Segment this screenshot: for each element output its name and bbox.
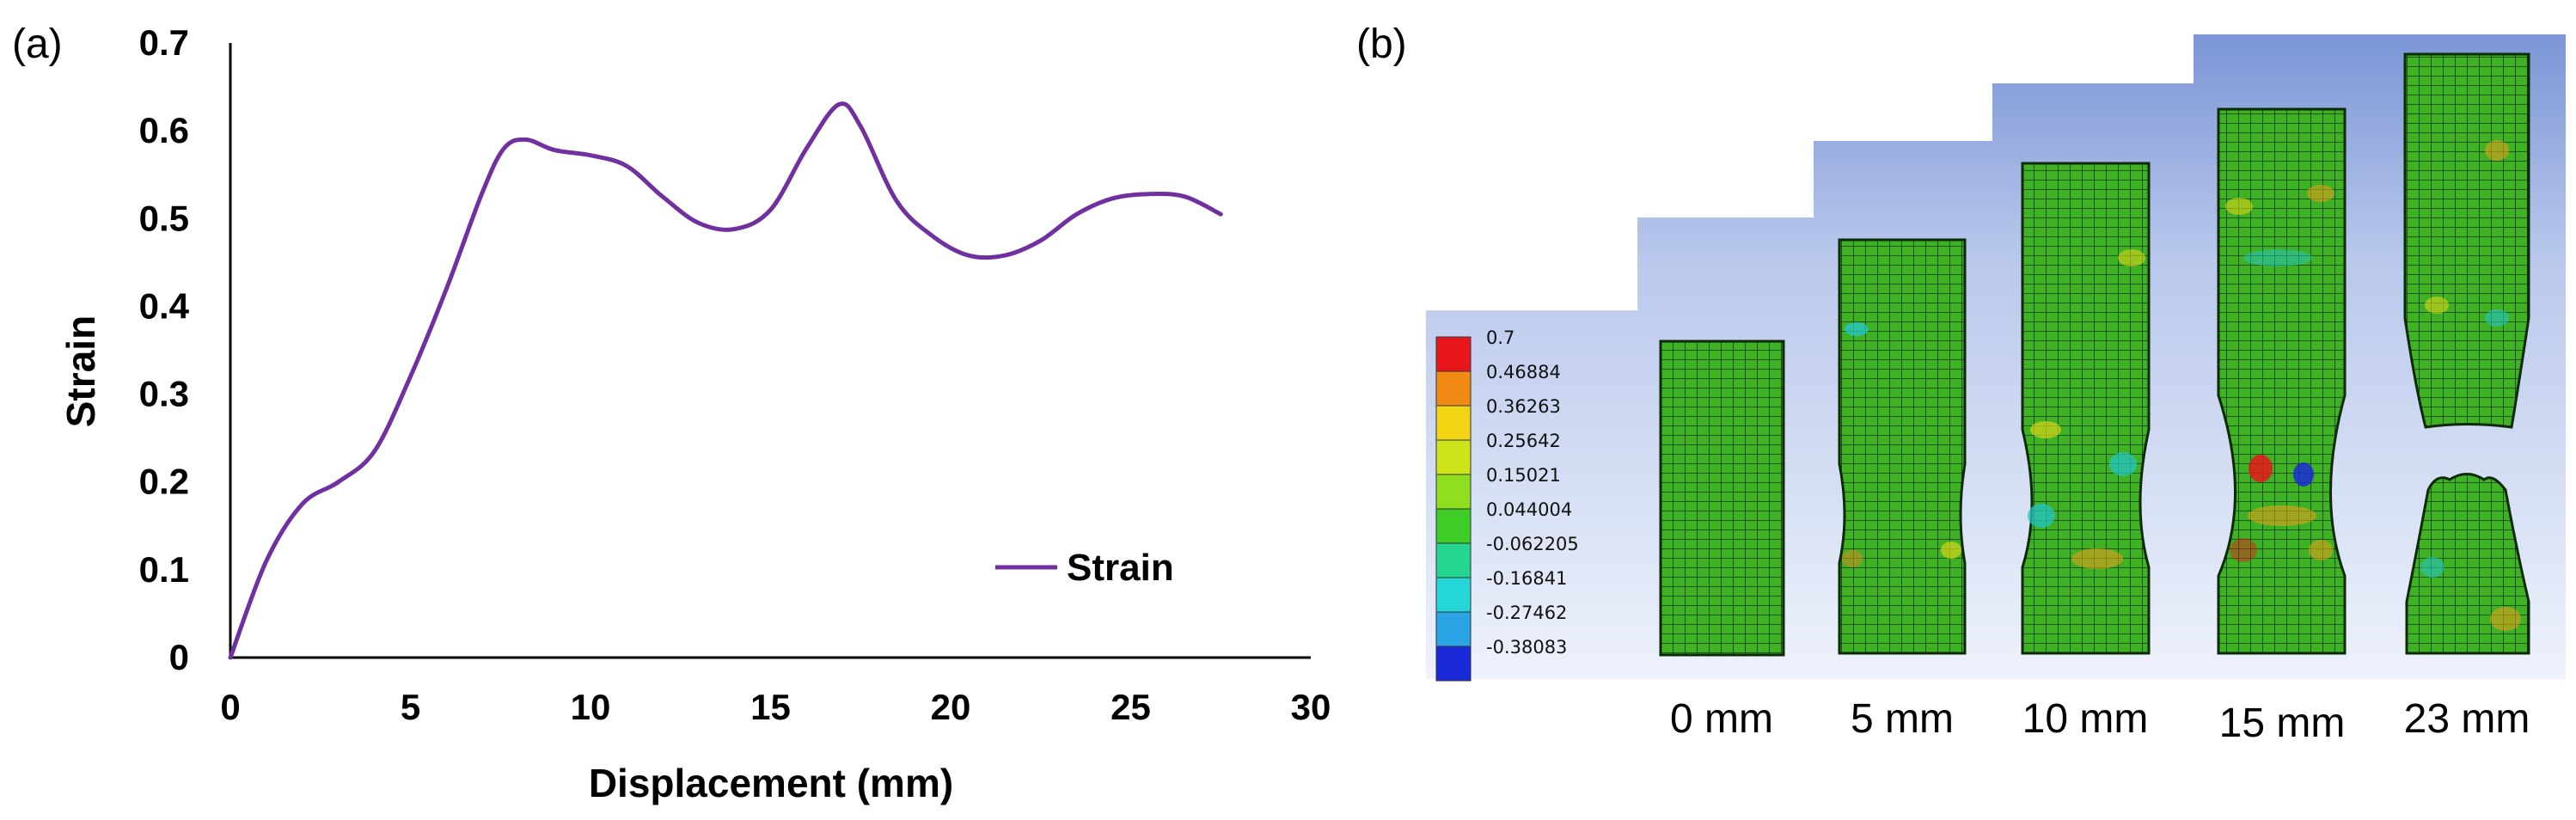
panel-a-label: (a) <box>12 21 63 67</box>
legend-label-strain: Strain <box>1067 547 1174 589</box>
colorbar-swatch <box>1435 370 1472 407</box>
colorbar-tick-label: 0.7 <box>1486 327 1514 348</box>
x-axis-title: Displacement (mm) <box>589 761 953 805</box>
displacement-labels: 0 mm 5 mm 10 mm 15 mm 23 mm <box>1670 696 2530 746</box>
colorbar-swatch <box>1435 508 1472 544</box>
y-tick-label: 0.2 <box>139 462 189 502</box>
specimen-15mm <box>2217 107 2347 655</box>
colorbar-swatch <box>1435 611 1472 647</box>
colorbar-tick-label: -0.27462 <box>1486 603 1567 623</box>
y-axis-title: Strain <box>58 315 103 427</box>
y-tick-label: 0.1 <box>139 549 189 590</box>
y-tick-label: 0.3 <box>139 374 189 414</box>
x-tick-label: 15 <box>750 687 791 727</box>
specimen-displacement-label: 23 mm <box>2404 696 2530 742</box>
x-tick-label: 25 <box>1111 687 1151 727</box>
y-tick-label: 0.4 <box>139 285 190 326</box>
specimen-23mm <box>2403 52 2530 655</box>
y-tick-label: 0.5 <box>139 198 189 238</box>
specimen-displacement-label: 5 mm <box>1851 696 1954 742</box>
panel-b-label: (b) <box>1356 21 1407 67</box>
specimen-0mm <box>1659 340 1785 657</box>
x-tick-label: 20 <box>931 687 971 727</box>
colorbar-tick-label: 0.15021 <box>1486 465 1561 486</box>
specimen-10mm <box>2021 162 2151 655</box>
simulation-background <box>1426 34 2566 679</box>
x-tick-label: 5 <box>401 687 420 727</box>
colorbar-tick-label: 0.36263 <box>1486 396 1561 417</box>
colorbar-swatch <box>1435 336 1472 372</box>
y-tick-label: 0.7 <box>139 22 189 63</box>
chart-legend: Strain <box>995 547 1174 589</box>
colorbar-swatch <box>1435 646 1472 682</box>
colorbar-tick-label: 0.25642 <box>1486 431 1561 451</box>
y-tick-labels: 0 0.1 0.2 0.3 0.4 0.5 0.6 0.7 <box>139 22 190 677</box>
strain-chart: 0 0.1 0.2 0.3 0.4 0.5 0.6 0.7 0 5 10 15 20 25 30 Disp… <box>58 22 1331 805</box>
x-tick-label: 0 <box>220 687 240 727</box>
specimens <box>1659 52 2530 657</box>
y-tick-label: 0.6 <box>139 110 189 150</box>
colorbar-swatch <box>1435 577 1472 613</box>
specimen-displacement-label: 0 mm <box>1670 696 1773 742</box>
colorbar-swatch <box>1435 405 1472 441</box>
strain-series-line <box>228 101 1223 660</box>
strain-colorbar: 0.7 0.46884 0.36263 0.25642 0.15021 0.044004 -… <box>1435 327 1579 682</box>
colorbar-tick-label: -0.062205 <box>1486 534 1579 554</box>
specimen-displacement-label: 10 mm <box>2022 696 2149 742</box>
colorbar-swatch <box>1435 439 1472 475</box>
x-tick-labels: 0 5 10 15 20 25 30 <box>220 687 1331 727</box>
colorbar-tick-label: 0.46884 <box>1486 362 1561 382</box>
colorbar-swatch <box>1435 474 1472 510</box>
colorbar-tick-label: 0.044004 <box>1486 499 1572 520</box>
specimen-5mm <box>1838 238 1967 655</box>
colorbar-tick-label: -0.16841 <box>1486 568 1567 589</box>
colorbar-swatch <box>1435 542 1472 578</box>
x-tick-label: 10 <box>571 687 611 727</box>
y-tick-label: 0 <box>169 637 189 677</box>
x-tick-label: 30 <box>1291 687 1331 727</box>
specimen-displacement-label: 15 mm <box>2219 701 2346 746</box>
colorbar-tick-label: -0.38083 <box>1486 637 1567 658</box>
